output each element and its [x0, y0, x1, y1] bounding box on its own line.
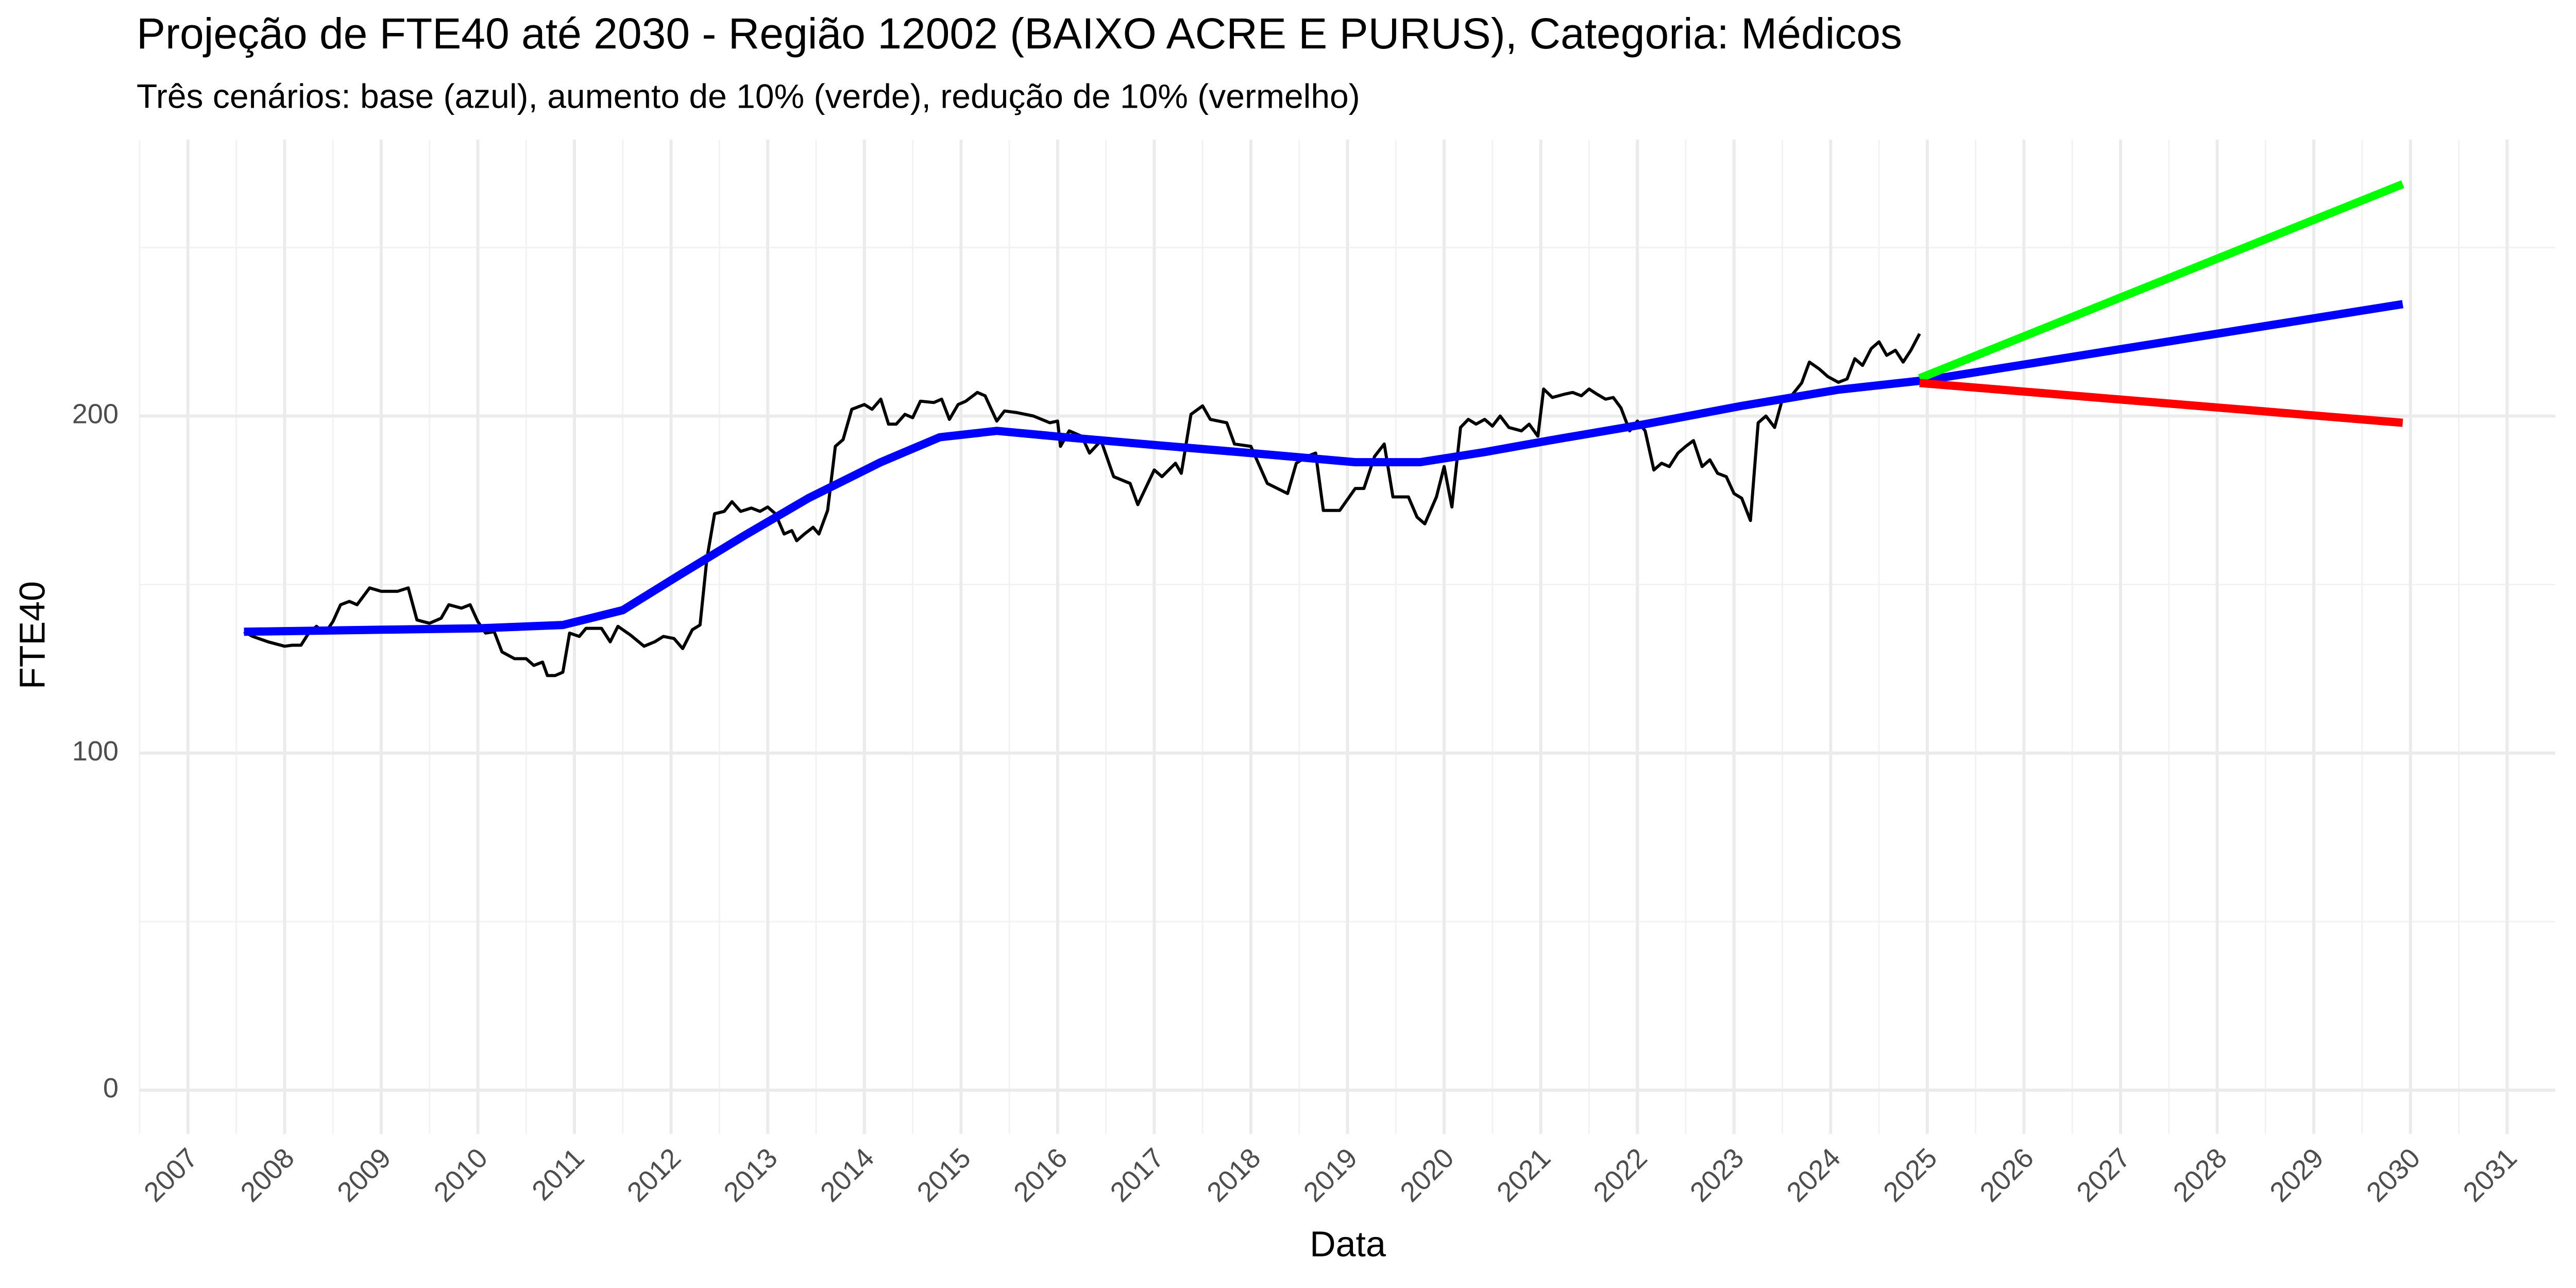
y-axis-label: FTE40 [12, 581, 52, 689]
series-line [1919, 379, 2403, 427]
y-tick-label: 200 [72, 399, 118, 430]
x-tick-label: 2010 [428, 1142, 494, 1208]
x-tick-label: 2026 [1974, 1142, 2040, 1208]
x-tick-label: 2016 [1008, 1142, 1073, 1208]
x-tick-label: 2024 [1781, 1142, 1846, 1208]
x-tick-label: 2021 [1491, 1142, 1556, 1208]
series-line [243, 333, 1921, 677]
chart-subtitle: Três cenários: base (azul), aumento de 1… [137, 77, 1360, 115]
x-tick-label: 2008 [235, 1142, 300, 1208]
x-tick-label: 2011 [526, 1142, 590, 1207]
x-tick-label: 2022 [1587, 1142, 1653, 1208]
x-tick-label: 2015 [911, 1142, 976, 1208]
x-tick-label: 2009 [331, 1142, 397, 1208]
series-line [244, 300, 2403, 636]
chart-title: Projeção de FTE40 até 2030 - Região 1200… [137, 9, 1902, 58]
x-tick-label: 2013 [718, 1142, 783, 1208]
x-tick-label: 2030 [2361, 1142, 2426, 1208]
x-tick-label: 2023 [1684, 1142, 1750, 1208]
x-tick-label: 2025 [1877, 1142, 1943, 1208]
series-line [1918, 180, 2404, 382]
x-tick-label: 2018 [1201, 1142, 1266, 1208]
x-tick-label: 2020 [1394, 1142, 1460, 1208]
x-tick-label: 2012 [621, 1142, 687, 1208]
x-tick-label: 2014 [815, 1142, 880, 1208]
y-tick-label: 100 [72, 736, 118, 767]
x-axis-label: Data [1310, 1224, 1386, 1264]
x-tick-label: 2019 [1298, 1142, 1363, 1208]
y-tick-label: 0 [103, 1073, 118, 1104]
x-tick-label: 2027 [2071, 1142, 2136, 1208]
x-tick-label: 2017 [1105, 1142, 1170, 1208]
x-tick-label: 2031 [2457, 1142, 2522, 1208]
x-tick-label: 2007 [138, 1142, 204, 1208]
x-tick-label: 2029 [2264, 1142, 2329, 1208]
x-tick-label: 2028 [2167, 1142, 2233, 1208]
